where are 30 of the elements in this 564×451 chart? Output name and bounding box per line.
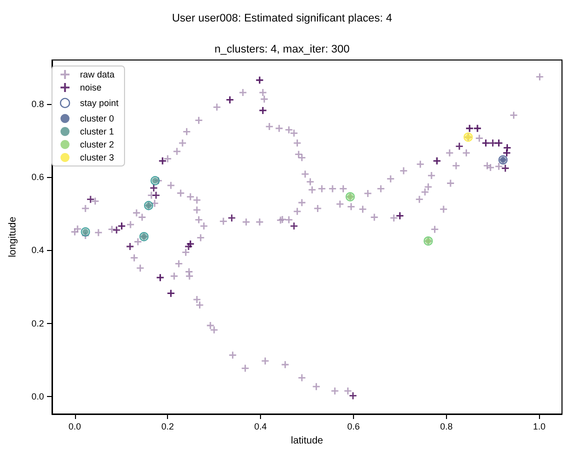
point bbox=[113, 226, 120, 234]
x-tick-label: 0.0 bbox=[68, 422, 82, 432]
x-tick-label: 0.2 bbox=[161, 422, 174, 432]
legend-label: stay point bbox=[80, 98, 120, 108]
x-tick-label: 1.0 bbox=[532, 422, 546, 432]
chart-subtitle: n_clusters: 4, max_iter: 300 bbox=[214, 44, 350, 56]
chart-title: User user008: Estimated significant places: 4 bbox=[172, 12, 392, 24]
legend-label: noise bbox=[80, 82, 102, 92]
point bbox=[87, 196, 94, 203]
point bbox=[349, 392, 356, 400]
y-tick-label: 0.4 bbox=[31, 245, 44, 256]
y-tick-label: 0.2 bbox=[31, 318, 44, 328]
legend-label: cluster 1 bbox=[80, 126, 114, 136]
y-tick-label: 0.6 bbox=[31, 172, 44, 182]
point bbox=[502, 164, 509, 172]
point bbox=[152, 192, 160, 199]
x-tick-label: 0.6 bbox=[347, 422, 360, 432]
legend-label: cluster 2 bbox=[80, 140, 114, 150]
point bbox=[456, 142, 463, 150]
x-tick-label: 0.8 bbox=[440, 422, 453, 432]
y-tick-label: 0.8 bbox=[31, 98, 44, 109]
y-axis-title: longitude bbox=[8, 216, 18, 258]
point bbox=[228, 214, 236, 222]
legend-label: cluster 0 bbox=[80, 114, 114, 124]
legend-label: raw data bbox=[80, 70, 115, 80]
point bbox=[185, 243, 192, 250]
legend-label: cluster 3 bbox=[80, 152, 114, 162]
y-tick-label: 0.0 bbox=[31, 391, 44, 402]
x-axis-title: latitude bbox=[290, 436, 324, 446]
x-tick-label: 0.4 bbox=[254, 422, 267, 432]
